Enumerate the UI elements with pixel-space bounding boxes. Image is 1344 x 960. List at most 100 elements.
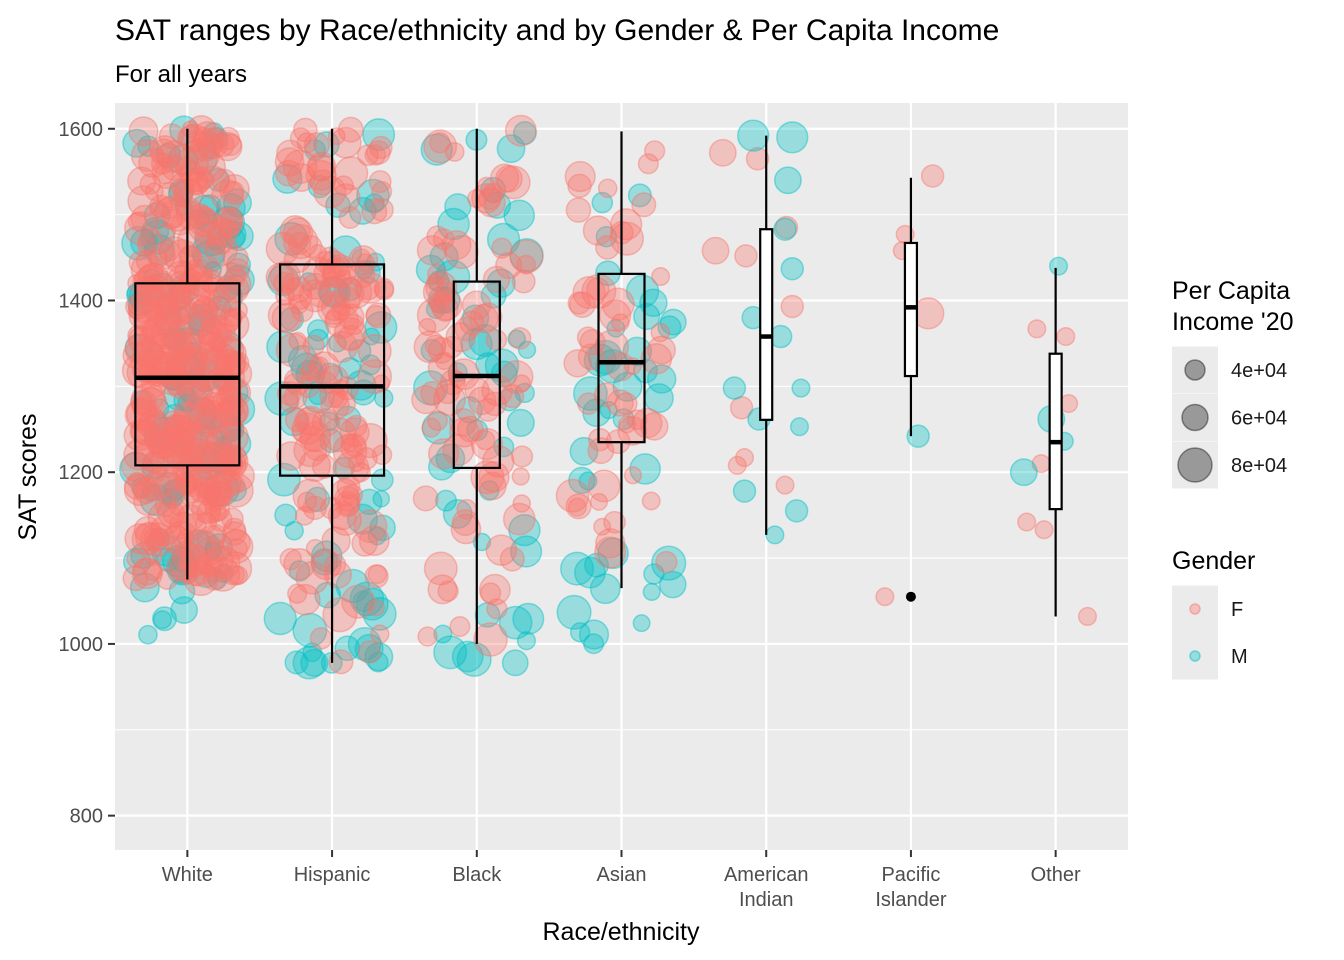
point-F bbox=[206, 429, 230, 453]
point-M bbox=[223, 478, 247, 502]
point-F bbox=[309, 627, 333, 650]
point-F bbox=[136, 263, 166, 293]
point-F bbox=[444, 142, 465, 162]
point-F bbox=[149, 444, 184, 478]
point-M bbox=[140, 219, 175, 255]
point-F bbox=[512, 374, 531, 393]
point-F bbox=[222, 528, 251, 558]
point-F bbox=[202, 566, 227, 591]
point-F bbox=[729, 396, 754, 420]
point-F bbox=[150, 152, 174, 175]
point-F bbox=[216, 126, 240, 151]
point-F bbox=[641, 491, 661, 511]
point-M bbox=[516, 631, 537, 651]
point-F bbox=[473, 302, 503, 332]
point-F bbox=[197, 442, 232, 477]
legend-gender-key bbox=[1172, 632, 1218, 680]
point-F bbox=[283, 547, 316, 581]
point-F bbox=[215, 335, 245, 365]
point-F bbox=[427, 263, 448, 285]
point-F bbox=[216, 210, 243, 237]
point-F bbox=[477, 186, 502, 210]
point-M bbox=[292, 612, 328, 648]
point-F bbox=[188, 389, 209, 411]
point-M bbox=[187, 303, 217, 333]
point-F bbox=[320, 294, 348, 322]
point-F bbox=[202, 276, 221, 295]
point-F bbox=[176, 504, 205, 532]
point-F bbox=[298, 449, 331, 482]
point-F bbox=[219, 133, 243, 157]
point-F bbox=[291, 421, 313, 443]
point-F bbox=[166, 350, 187, 371]
point-F bbox=[141, 471, 172, 501]
point-F bbox=[132, 557, 162, 586]
point-F bbox=[189, 480, 213, 503]
legend-gender-symbol bbox=[1189, 603, 1201, 615]
point-M bbox=[192, 240, 226, 273]
point-M bbox=[203, 541, 223, 560]
point-M bbox=[202, 482, 223, 503]
point-F bbox=[352, 422, 388, 459]
point-M bbox=[642, 582, 661, 602]
point-F bbox=[354, 446, 378, 470]
point-F bbox=[298, 279, 332, 313]
point-M bbox=[791, 378, 811, 398]
legend-gender-title: Gender bbox=[1172, 547, 1255, 575]
point-F bbox=[137, 349, 172, 384]
point-F bbox=[332, 433, 368, 469]
point-M bbox=[304, 486, 331, 513]
point-F bbox=[149, 514, 181, 546]
point-M bbox=[486, 222, 521, 257]
point-F bbox=[159, 328, 180, 349]
point-F bbox=[177, 442, 206, 472]
point-F bbox=[205, 556, 241, 592]
x-tick-label: Indian bbox=[739, 889, 794, 911]
point-F bbox=[470, 460, 505, 495]
point-F bbox=[324, 303, 360, 339]
point-M bbox=[508, 513, 541, 547]
point-F bbox=[496, 165, 531, 200]
legend-gender: Gender F M bbox=[1172, 547, 1255, 680]
point-F bbox=[205, 477, 225, 497]
point-F bbox=[223, 245, 249, 272]
point-F bbox=[330, 256, 352, 278]
boxplots bbox=[134, 128, 1063, 663]
point-F bbox=[495, 164, 523, 193]
point-F bbox=[151, 434, 177, 460]
point-F bbox=[177, 529, 195, 547]
x-tick-label: American bbox=[724, 864, 808, 886]
point-F bbox=[130, 417, 158, 445]
x-tick-label: Hispanic bbox=[294, 864, 371, 886]
point-M bbox=[121, 225, 156, 261]
point-M bbox=[143, 234, 176, 266]
point-F bbox=[643, 140, 666, 162]
point-F bbox=[475, 430, 496, 451]
point-M bbox=[556, 594, 592, 630]
point-F bbox=[193, 410, 221, 438]
point-F bbox=[444, 234, 479, 270]
point-F bbox=[485, 329, 508, 351]
point-F bbox=[133, 477, 160, 505]
point-F bbox=[148, 269, 174, 295]
point-M bbox=[633, 302, 661, 331]
point-F bbox=[454, 316, 480, 342]
point-M bbox=[143, 430, 162, 449]
point-M bbox=[153, 306, 183, 336]
point-F bbox=[427, 438, 460, 470]
point-M bbox=[204, 533, 234, 562]
point-F bbox=[504, 114, 537, 147]
point-F bbox=[425, 270, 458, 304]
point-F bbox=[708, 138, 737, 167]
point-F bbox=[157, 364, 189, 396]
point-F bbox=[225, 564, 246, 585]
point-F bbox=[500, 384, 525, 409]
point-F bbox=[192, 120, 224, 153]
point-M bbox=[480, 176, 507, 203]
point-F bbox=[164, 414, 194, 444]
point-M bbox=[507, 329, 526, 349]
point-F bbox=[293, 117, 318, 143]
point-F bbox=[149, 135, 181, 167]
point-M bbox=[138, 624, 158, 645]
point-F bbox=[168, 295, 197, 324]
